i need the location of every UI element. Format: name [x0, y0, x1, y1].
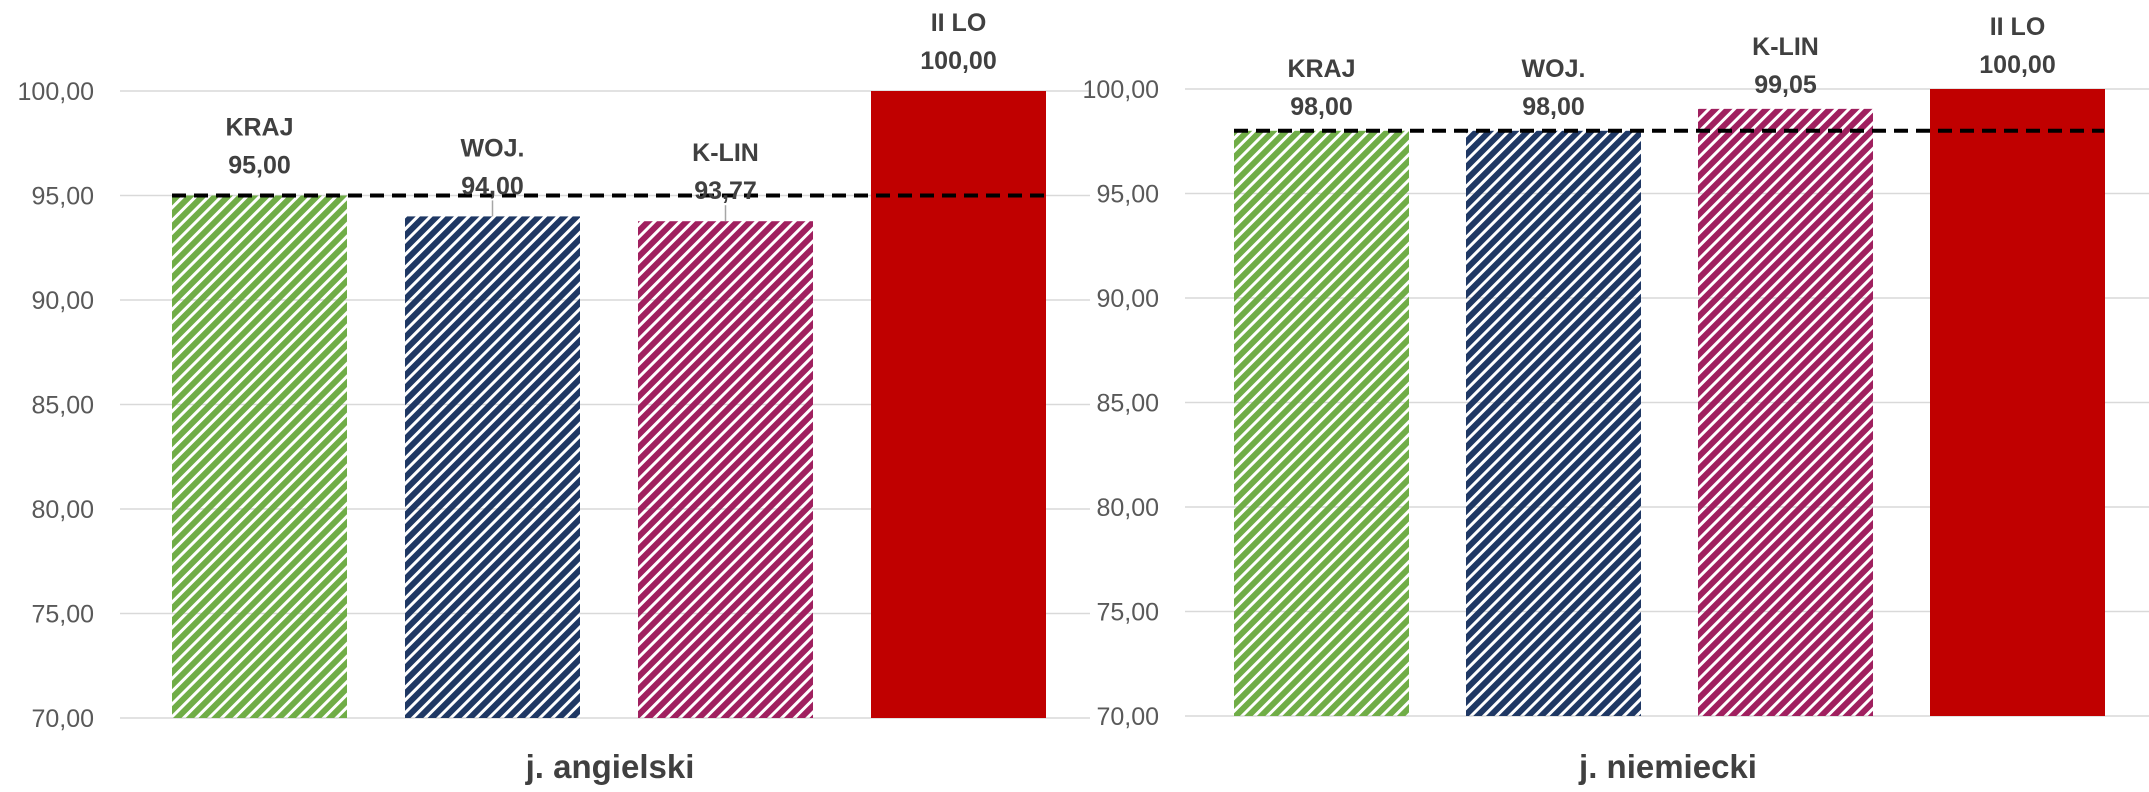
bar-kraj	[172, 195, 347, 718]
data-label-name: II LO	[931, 9, 987, 37]
data-label-value: 100,00	[1979, 51, 2055, 79]
y-tick-label: 80,00	[31, 496, 94, 524]
chart-panel-1: 70,00 75,00 80,00 85,00 90,00 95,00 100,00 KRAJ…	[18, 9, 1090, 785]
y-tick-label: 95,00	[1096, 181, 1159, 209]
bar-ii-lo	[1930, 89, 2105, 716]
y-tick-label: 75,00	[31, 601, 94, 629]
bar-k-lin	[1698, 108, 1873, 717]
data-label-name: II LO	[1990, 13, 2046, 41]
y-tick-label: 95,00	[31, 183, 94, 211]
y-tick-label: 85,00	[1096, 390, 1159, 418]
chart-panel-2: 70,00 75,00 80,00 85,00 90,00 95,00 100,00 KRAJ…	[1083, 13, 2149, 785]
data-label-value: 100,00	[920, 47, 996, 75]
y-tick-label: 85,00	[31, 392, 94, 420]
y-tick-label: 100,00	[1083, 76, 1159, 104]
y-tick-label: 90,00	[31, 287, 94, 315]
x-axis-label: j. angielski	[525, 748, 695, 785]
y-tick-label: 100,00	[18, 78, 94, 106]
y-tick-label: 70,00	[31, 705, 94, 733]
data-label-value: 98,00	[1522, 93, 1585, 121]
data-label-value: 99,05	[1754, 71, 1817, 99]
data-label-name: K-LIN	[1752, 33, 1819, 61]
data-label-name: KRAJ	[1287, 55, 1355, 83]
y-tick-label: 75,00	[1096, 599, 1159, 627]
bar-k-lin	[638, 221, 813, 718]
data-label-value: 93,77	[694, 177, 757, 205]
y-tick-label: 80,00	[1096, 494, 1159, 522]
data-label-name: WOJ.	[461, 134, 525, 162]
x-axis-label: j. niemiecki	[1578, 748, 1757, 785]
data-label-value: 94,00	[461, 172, 524, 200]
data-label-name: K-LIN	[692, 139, 759, 167]
y-tick-label: 70,00	[1096, 703, 1159, 731]
bar-woj	[1466, 130, 1641, 717]
data-label-value: 95,00	[228, 152, 291, 180]
bar-ii-lo	[871, 91, 1046, 718]
bar-kraj	[1234, 130, 1409, 717]
data-label-value: 98,00	[1290, 93, 1353, 121]
bar-woj	[405, 216, 580, 718]
data-label-name: WOJ.	[1522, 55, 1586, 83]
y-tick-label: 90,00	[1096, 285, 1159, 313]
data-label-name: KRAJ	[225, 114, 293, 142]
